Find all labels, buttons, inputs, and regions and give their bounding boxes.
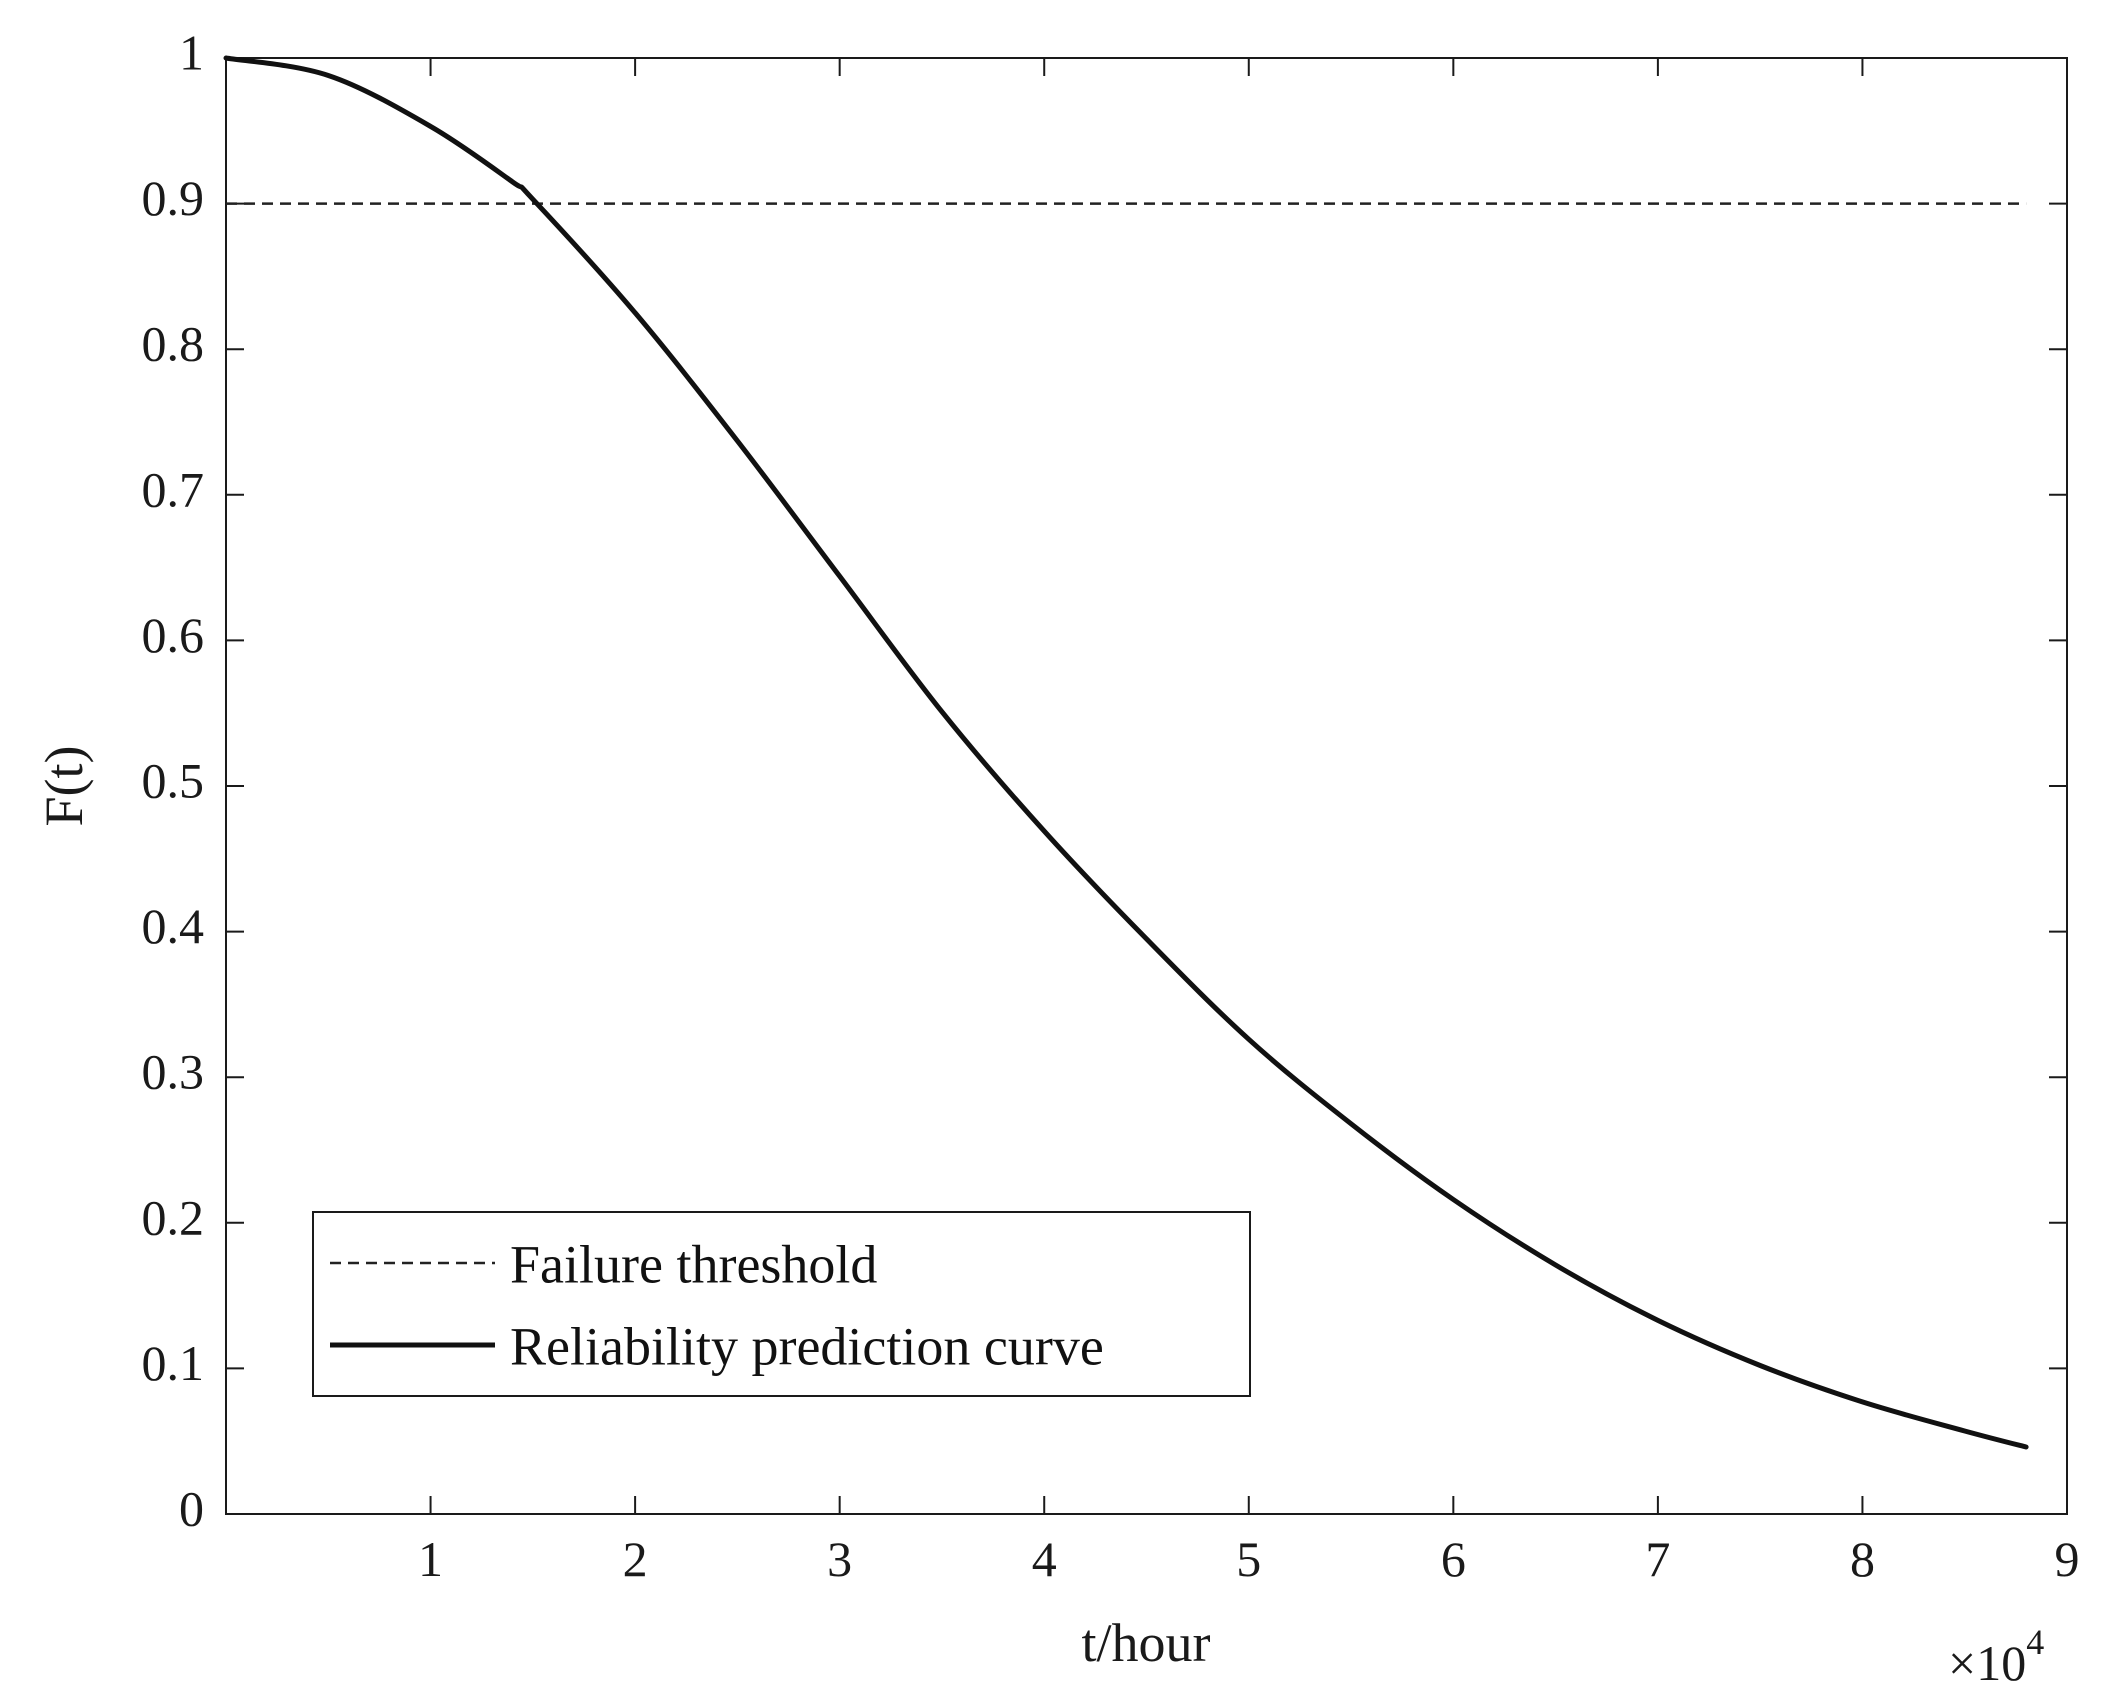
x-tick-label: 4	[1032, 1531, 1057, 1587]
x-tick-label: 5	[1236, 1531, 1261, 1587]
legend-label-reliability-curve: Reliability prediction curve	[510, 1316, 1104, 1376]
x-multiplier-exponent: 4	[2026, 1622, 2044, 1662]
y-axis-label: F(t)	[34, 746, 94, 827]
y-tick-label: 0.3	[142, 1044, 205, 1100]
y-tick-label: 0.8	[142, 316, 205, 372]
x-tick-label: 7	[1645, 1531, 1670, 1587]
series-layer	[223, 55, 2029, 1450]
x-multiplier-base: ×10	[1948, 1635, 2026, 1691]
x-axis-label: t/hour	[1082, 1613, 1211, 1673]
y-tick-label: 0.1	[142, 1335, 205, 1391]
x-tick-label: 8	[1850, 1531, 1875, 1587]
x-tick-label: 2	[623, 1531, 648, 1587]
y-tick-label: 0.6	[142, 607, 205, 663]
x-axis-ticks: 1 2 3 4 5 6 7 8 9	[418, 58, 2080, 1587]
legend: Failure threshold Reliability prediction…	[312, 1211, 1251, 1397]
y-tick-label: 0	[179, 1480, 204, 1536]
x-tick-label: 9	[2055, 1531, 2080, 1587]
legend-box	[312, 1211, 1251, 1397]
legend-label-failure-threshold: Failure threshold	[510, 1234, 877, 1294]
x-axis-multiplier: ×104	[1948, 1622, 2044, 1691]
y-tick-label: 1	[179, 24, 204, 80]
y-tick-label: 0.5	[142, 752, 205, 808]
x-tick-label: 1	[418, 1531, 443, 1587]
y-tick-label: 0.4	[142, 898, 205, 954]
y-axis-ticks: 0 0.1 0.2 0.3 0.4 0.5 0.6 0.7 0.8 0.9 1	[142, 24, 2067, 1536]
y-tick-label: 0.2	[142, 1189, 205, 1245]
x-tick-label: 6	[1441, 1531, 1466, 1587]
y-tick-label: 0.7	[142, 461, 205, 517]
series-line-reliability-curve	[223, 55, 2029, 1450]
x-tick-label: 3	[827, 1531, 852, 1587]
y-tick-label: 0.9	[142, 170, 205, 226]
